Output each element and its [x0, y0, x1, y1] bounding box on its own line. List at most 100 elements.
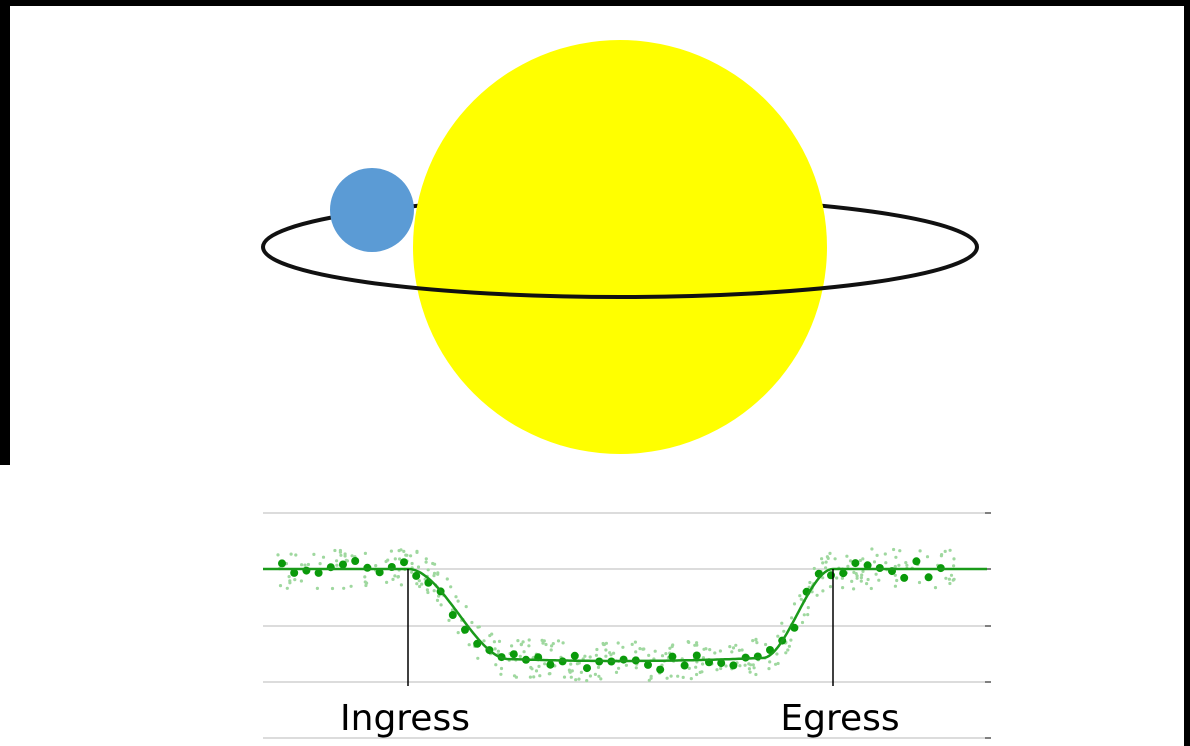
raw-point — [764, 643, 767, 646]
raw-point — [834, 557, 837, 560]
raw-point — [793, 602, 796, 605]
raw-point — [634, 650, 637, 653]
raw-point — [730, 650, 733, 653]
raw-point — [884, 552, 887, 555]
raw-point — [807, 606, 810, 609]
raw-point — [635, 666, 638, 669]
binned-point — [693, 652, 701, 660]
raw-point — [700, 670, 703, 673]
raw-point — [835, 576, 838, 579]
raw-point — [870, 587, 873, 590]
raw-point — [952, 564, 955, 567]
raw-point — [319, 562, 322, 565]
raw-point — [425, 561, 428, 564]
raw-point — [638, 647, 641, 650]
raw-point — [550, 644, 553, 647]
raw-point — [926, 555, 929, 558]
raw-point — [701, 662, 704, 665]
raw-point — [704, 647, 707, 650]
raw-point — [468, 643, 471, 646]
binned-point — [546, 661, 554, 669]
raw-point — [734, 644, 737, 647]
raw-point — [449, 585, 452, 588]
ingress-label: Ingress — [340, 698, 470, 739]
raw-point — [488, 634, 491, 637]
raw-point — [393, 574, 396, 577]
raw-point — [331, 587, 334, 590]
raw-point — [860, 576, 863, 579]
raw-point — [738, 649, 741, 652]
binned-point — [851, 559, 859, 567]
page: Ingress Egress (() => { const data = JSO… — [0, 0, 1190, 746]
raw-point — [728, 645, 731, 648]
raw-point — [661, 654, 664, 657]
raw-point — [732, 646, 735, 649]
raw-point — [290, 553, 293, 556]
binned-point — [900, 574, 908, 582]
raw-point — [411, 562, 414, 565]
raw-point — [410, 571, 413, 574]
raw-point — [664, 652, 667, 655]
raw-point — [617, 641, 620, 644]
binned-point — [339, 561, 347, 569]
binned-point — [583, 664, 591, 672]
raw-point — [557, 639, 560, 642]
raw-point — [532, 675, 535, 678]
raw-point — [589, 674, 592, 677]
raw-point — [543, 662, 546, 665]
raw-point — [589, 655, 592, 658]
frame-left — [0, 0, 10, 465]
raw-point — [870, 547, 873, 550]
raw-point — [333, 549, 336, 552]
raw-point — [894, 565, 897, 568]
raw-point — [829, 585, 832, 588]
raw-point — [513, 674, 516, 677]
raw-point — [719, 649, 722, 652]
planet — [330, 168, 414, 252]
raw-point — [427, 568, 430, 571]
raw-point — [500, 667, 503, 670]
raw-point — [824, 566, 827, 569]
raw-point — [654, 650, 657, 653]
raw-point — [694, 666, 697, 669]
raw-point — [365, 582, 368, 585]
raw-point — [875, 573, 878, 576]
raw-point — [541, 639, 544, 642]
star — [413, 40, 827, 454]
raw-point — [841, 586, 844, 589]
raw-point — [339, 549, 342, 552]
raw-point — [498, 640, 501, 643]
raw-point — [339, 554, 342, 557]
raw-point — [399, 548, 402, 551]
raw-point — [603, 643, 606, 646]
binned-point — [510, 650, 518, 658]
raw-point — [544, 643, 547, 646]
frame-right — [1184, 0, 1190, 746]
raw-point — [867, 578, 870, 581]
raw-point — [550, 648, 553, 651]
raw-point — [715, 668, 718, 671]
raw-point — [585, 679, 588, 682]
raw-point — [344, 552, 347, 555]
raw-point — [820, 557, 823, 560]
raw-point — [650, 675, 653, 678]
raw-point — [934, 586, 937, 589]
raw-point — [316, 587, 319, 590]
raw-point — [747, 662, 750, 665]
binned-point — [351, 557, 359, 565]
binned-point — [400, 558, 408, 566]
raw-point — [433, 572, 436, 575]
raw-point — [748, 667, 751, 670]
raw-point — [425, 557, 428, 560]
raw-point — [776, 635, 779, 638]
raw-point — [752, 663, 755, 666]
raw-point — [827, 557, 830, 560]
raw-point — [749, 671, 752, 674]
binned-point — [925, 573, 933, 581]
raw-point — [493, 640, 496, 643]
frame-top — [0, 0, 1190, 6]
raw-point — [949, 549, 952, 552]
raw-point — [446, 577, 449, 580]
raw-point — [850, 580, 853, 583]
raw-point — [519, 655, 522, 658]
